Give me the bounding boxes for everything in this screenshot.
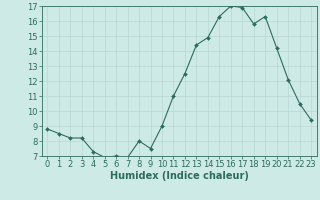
X-axis label: Humidex (Indice chaleur): Humidex (Indice chaleur) <box>110 171 249 181</box>
